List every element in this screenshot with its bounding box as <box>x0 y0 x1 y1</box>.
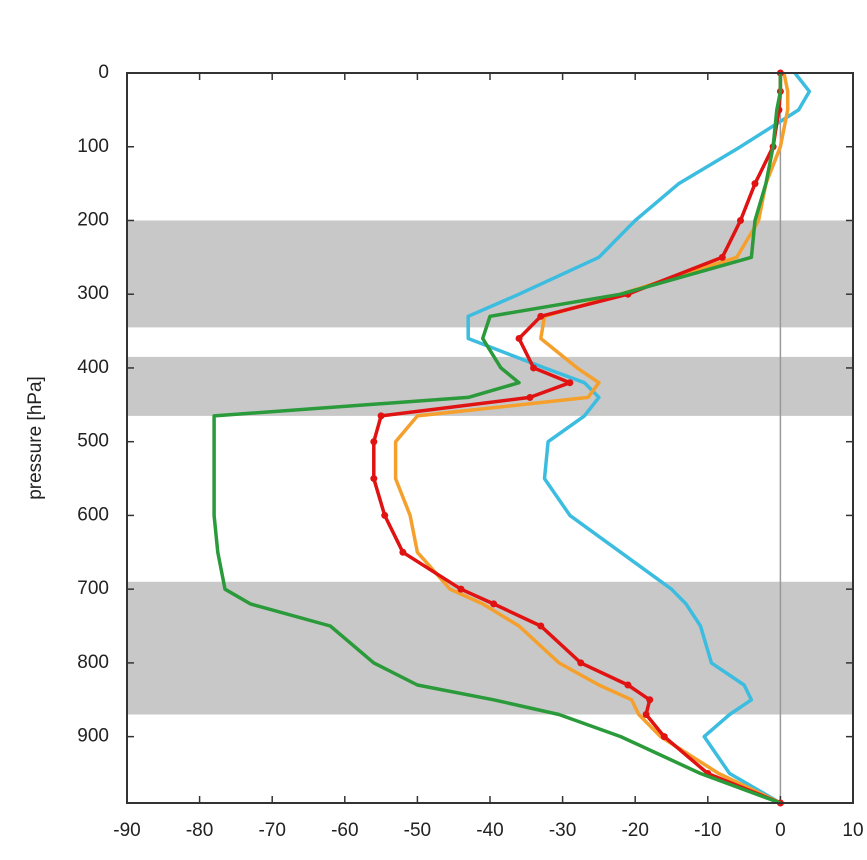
point <box>718 253 726 261</box>
point <box>457 585 465 593</box>
x-tick-label: -30 <box>549 820 576 841</box>
point <box>642 711 650 719</box>
y-tick-label: 0 <box>98 62 109 83</box>
point <box>381 511 389 519</box>
plot-frame <box>126 72 854 804</box>
y-tick-label: 200 <box>77 209 109 230</box>
point <box>646 696 654 704</box>
profile-line <box>466 71 812 805</box>
point <box>370 475 378 483</box>
x-tick-label: -20 <box>621 820 648 841</box>
point <box>377 412 385 420</box>
shaded-band <box>127 220 853 328</box>
y-tick-label: 100 <box>77 136 109 157</box>
x-tick-label: -10 <box>694 820 721 841</box>
y-tick-label: 800 <box>77 652 109 673</box>
x-tick-label: -70 <box>258 820 285 841</box>
x-tick-label: -60 <box>331 820 358 841</box>
x-tick-label: -50 <box>404 820 431 841</box>
x-tick-label: -90 <box>113 820 140 841</box>
shaded-band <box>127 356 853 416</box>
y-tick-label: 700 <box>77 578 109 599</box>
point <box>736 216 744 224</box>
y-tick-label: 400 <box>77 357 109 378</box>
profile-line <box>372 73 783 805</box>
x-tick-label: 0 <box>775 820 786 841</box>
point <box>490 600 498 608</box>
profile-line <box>212 73 783 805</box>
point <box>624 681 632 689</box>
y-tick-label: 300 <box>77 283 109 304</box>
point <box>526 393 534 401</box>
point <box>537 622 545 630</box>
x-tick-label: -80 <box>186 820 213 841</box>
point <box>577 659 585 667</box>
point <box>566 379 574 387</box>
point <box>530 364 538 372</box>
y-axis-label: pressure [hPa] <box>25 376 46 500</box>
point <box>537 312 545 320</box>
x-tick-label: 10 <box>842 820 863 841</box>
x-tick-label: -40 <box>476 820 503 841</box>
point <box>660 733 668 741</box>
point <box>751 180 759 188</box>
point <box>515 334 523 342</box>
point <box>399 548 407 556</box>
y-tick-label: 900 <box>77 726 109 747</box>
point <box>370 438 378 446</box>
y-tick-label: 500 <box>77 431 109 452</box>
y-tick-label: 600 <box>77 504 109 525</box>
